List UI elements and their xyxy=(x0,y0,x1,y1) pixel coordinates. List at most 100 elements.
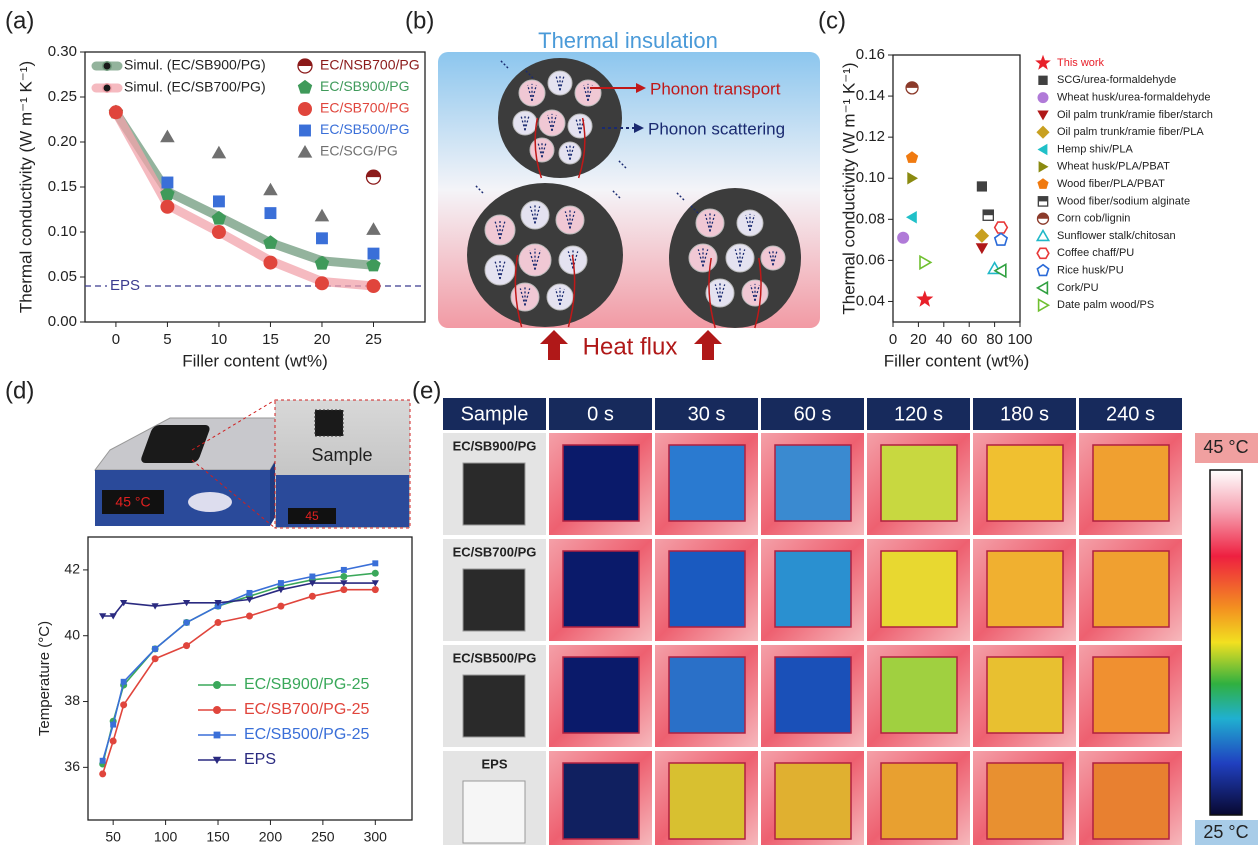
thermal-sample xyxy=(669,445,745,521)
legend-label: Wheat husk/urea-formaldehyde xyxy=(1057,92,1210,104)
header-label: 180 s xyxy=(1000,403,1049,425)
legend-label: Corn cob/lignin xyxy=(1057,213,1130,225)
thermal-sample xyxy=(881,763,957,839)
marker xyxy=(298,102,312,116)
thermal-sample xyxy=(563,763,639,839)
legend-label: Sunflower stalk/chitosan xyxy=(1057,230,1176,242)
thermal-sample xyxy=(669,763,745,839)
marker xyxy=(316,232,328,244)
marker xyxy=(214,732,221,739)
sample-photo xyxy=(463,675,525,737)
marker xyxy=(983,210,993,220)
legend-label: EC/SB900/PG xyxy=(320,78,410,94)
marker xyxy=(160,130,175,143)
y-tick-label: 0.05 xyxy=(48,268,77,285)
marker xyxy=(995,222,1008,233)
display-text: 45 °C xyxy=(115,494,150,510)
x-tick-label: 250 xyxy=(311,829,335,845)
marker xyxy=(309,593,316,600)
x-tick-label: 80 xyxy=(986,331,1003,348)
marker xyxy=(1038,144,1048,155)
marker xyxy=(1038,76,1047,85)
marker xyxy=(298,80,312,94)
photo-display-text: 45 xyxy=(305,509,319,523)
marker xyxy=(109,105,123,119)
marker xyxy=(215,619,222,626)
thermal-sample xyxy=(775,657,851,733)
marker xyxy=(212,146,227,159)
marker xyxy=(372,560,378,566)
x-tick-label: 20 xyxy=(314,331,331,348)
marker-fill xyxy=(366,170,380,177)
legend-label: Wood fiber/sodium alginate xyxy=(1057,195,1190,207)
marker xyxy=(366,170,380,184)
x-tick-label: 100 xyxy=(154,829,178,845)
legend-label: Date palm wood/PS xyxy=(1057,299,1154,311)
x-tick-label: 50 xyxy=(105,829,121,845)
knob-panel xyxy=(188,492,232,512)
legend-label: EC/SB700/PG-25 xyxy=(244,701,370,718)
header-label: 240 s xyxy=(1106,403,1155,425)
y-tick-label: 0.15 xyxy=(48,178,77,195)
marker xyxy=(995,233,1007,245)
legend-label: Simul. (EC/SB900/PG) xyxy=(124,57,266,73)
y-axis-label: Temperature (°C) xyxy=(36,621,53,736)
plot-frame xyxy=(893,55,1020,322)
colorbar-min-label: 25 °C xyxy=(1203,822,1248,842)
marker xyxy=(103,62,111,70)
marker xyxy=(1037,111,1048,121)
chart: 05101520250.000.050.100.150.200.250.30Fi… xyxy=(16,43,425,371)
thermal-sample xyxy=(669,551,745,627)
y-tick-label: 0.04 xyxy=(856,292,885,309)
legend-label: EC/SB500/PG xyxy=(320,121,410,137)
legend-label: EPS xyxy=(244,751,276,768)
thermal-sample xyxy=(563,657,639,733)
row-label: EC/SB700/PG xyxy=(453,544,537,559)
marker xyxy=(1035,55,1051,70)
marker xyxy=(99,770,106,777)
chart: 5010015020025030036384042Time (S)Tempera… xyxy=(36,537,412,845)
marker xyxy=(315,276,329,290)
y-tick-label: 0.08 xyxy=(856,210,885,227)
thermal-sample xyxy=(563,551,639,627)
marker xyxy=(1038,213,1049,224)
marker xyxy=(213,195,225,207)
x-tick-label: 100 xyxy=(1007,331,1032,348)
marker xyxy=(366,222,381,235)
header-label: 30 s xyxy=(688,403,726,425)
y-tick-label: 0.10 xyxy=(856,169,885,186)
marker xyxy=(975,229,989,243)
marker xyxy=(184,620,190,626)
marker xyxy=(976,243,988,254)
sample-photo xyxy=(463,463,525,525)
marker xyxy=(277,603,284,610)
y-tick-label: 42 xyxy=(64,561,80,577)
marker xyxy=(906,151,918,163)
heat-arrow xyxy=(540,330,568,360)
legend-label: EC/SB700/PG xyxy=(320,100,410,116)
y-tick-label: 38 xyxy=(64,692,80,708)
reference-label: EPS xyxy=(110,277,140,294)
x-tick-label: 0 xyxy=(112,331,120,348)
thermal-sample xyxy=(987,763,1063,839)
diagram-footer: Heat flux xyxy=(583,333,678,360)
thermal-sample xyxy=(775,551,851,627)
x-tick-label: 60 xyxy=(961,331,978,348)
x-tick-label: 20 xyxy=(910,331,927,348)
marker xyxy=(247,590,253,596)
photo-sample xyxy=(315,410,343,436)
x-tick-label: 10 xyxy=(211,331,228,348)
panel-label: (b) xyxy=(405,7,434,34)
legend-label: EC/NSB700/PG xyxy=(320,57,420,73)
marker xyxy=(265,207,277,219)
marker xyxy=(1039,300,1049,311)
thermal-sample xyxy=(987,551,1063,627)
marker xyxy=(1038,92,1049,103)
diagram-title: Thermal insulation xyxy=(538,28,718,53)
marker xyxy=(100,758,106,764)
marker xyxy=(366,258,380,272)
legend-label: Cork/PU xyxy=(1057,282,1099,294)
marker xyxy=(263,256,277,270)
colorbar-max-label: 45 °C xyxy=(1203,437,1248,457)
marker xyxy=(977,181,987,191)
